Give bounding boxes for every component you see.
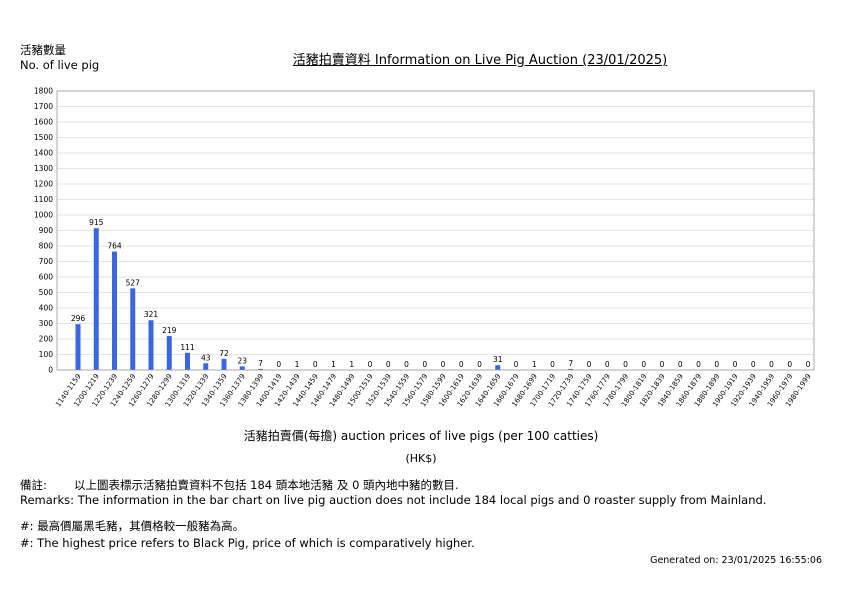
data-label: 0 — [806, 360, 811, 369]
y-tick-label: 800 — [39, 242, 54, 251]
y-tick-label: 1000 — [34, 211, 53, 220]
y-tick-label: 1700 — [34, 102, 53, 111]
chart-title: 活豬拍賣資料 Information on Live Pig Auction (… — [292, 53, 668, 68]
bar — [112, 251, 117, 370]
data-label: 0 — [787, 360, 792, 369]
y-tick-label: 1400 — [34, 149, 53, 158]
data-label: 7 — [258, 359, 263, 368]
bar — [495, 365, 501, 370]
bar — [166, 336, 172, 370]
y-tick-label: 600 — [39, 273, 54, 282]
data-label: 23 — [237, 356, 247, 365]
data-label: 0 — [441, 360, 446, 369]
data-label: 31 — [493, 355, 503, 364]
data-label: 0 — [733, 360, 738, 369]
y-tick-label: 1600 — [34, 118, 53, 127]
y-tick-label: 400 — [39, 304, 54, 313]
y-tick-label: 100 — [39, 350, 54, 359]
data-label: 764 — [107, 242, 122, 251]
plot-frame — [56, 90, 815, 371]
data-label: 0 — [641, 360, 646, 369]
note-english: #: The highest price refers to Black Pig… — [20, 536, 475, 550]
data-label: 1 — [532, 360, 537, 369]
data-label: 0 — [660, 360, 665, 369]
data-label: 0 — [714, 360, 719, 369]
data-label: 0 — [422, 360, 427, 369]
y-tick-label: 200 — [39, 335, 54, 344]
y-tick-label: 1200 — [34, 180, 53, 189]
y-tick-label: 300 — [39, 319, 54, 328]
y-axis-label-english: No. of live pig — [20, 58, 100, 72]
generated-timestamp: Generated on: 23/01/2025 16:55:06 — [650, 555, 822, 566]
note-chinese: #: 最高價屬黑毛豬，其價格較一般豬為高。 — [20, 519, 245, 533]
data-label: 915 — [89, 218, 104, 227]
x-axis-label: 活豬拍賣價(每擔) auction prices of live pigs (p… — [243, 429, 599, 443]
data-label: 0 — [404, 360, 409, 369]
data-label: 0 — [587, 360, 592, 369]
y-tick-label: 500 — [39, 288, 54, 297]
y-axis-ticks: 0 100 200 300 400 500 600 700 800 900 1000 1100 1200… — [34, 87, 53, 375]
data-label: 0 — [459, 360, 464, 369]
data-label: 0 — [514, 360, 519, 369]
bar — [93, 228, 99, 370]
data-label: 0 — [605, 360, 610, 369]
data-label: 43 — [201, 353, 211, 362]
data-label: 0 — [696, 360, 701, 369]
data-label: 527 — [126, 278, 141, 287]
data-label: 0 — [368, 360, 373, 369]
bar — [239, 366, 245, 370]
bar — [221, 358, 227, 370]
data-label: 7 — [568, 359, 573, 368]
y-tick-label: 900 — [39, 226, 54, 235]
bar — [568, 368, 574, 370]
data-label: 1 — [349, 360, 354, 369]
data-label: 0 — [477, 360, 482, 369]
y-tick-label: 1300 — [34, 164, 53, 173]
y-tick-label: 1500 — [34, 133, 53, 142]
y-tick-label: 1800 — [34, 87, 53, 96]
data-label: 1 — [295, 360, 300, 369]
data-label: 0 — [313, 360, 318, 369]
data-label: 1 — [331, 360, 336, 369]
data-label: 0 — [769, 360, 774, 369]
currency-unit: (HK$) — [405, 452, 437, 465]
x-axis-ticks: 1140-11591200-12191220-12391240-12591260… — [54, 373, 812, 409]
data-label: 0 — [550, 360, 555, 369]
data-label: 111 — [180, 343, 195, 352]
data-label: 0 — [623, 360, 628, 369]
data-label: 0 — [751, 360, 756, 369]
bar — [75, 324, 81, 370]
remarks-chinese: 以上圖表標示活豬拍賣資料不包括 184 頭本地活豬 及 0 頭內地中豬的數目. — [74, 478, 459, 492]
y-axis-label-chinese: 活豬數量 — [20, 43, 66, 57]
bar — [130, 288, 136, 370]
data-label: 0 — [678, 360, 683, 369]
bar — [185, 352, 190, 370]
data-label: 219 — [162, 326, 177, 335]
bar-chart: 0100200300400500600700800900100011001200… — [34, 87, 815, 409]
remarks-heading: 備註: — [20, 478, 47, 492]
y-tick-label: 700 — [39, 257, 54, 266]
data-label: 296 — [71, 314, 86, 323]
bar — [203, 363, 209, 370]
bar — [148, 320, 154, 370]
data-label: 0 — [386, 360, 391, 369]
y-tick-label: 0 — [48, 366, 53, 375]
bar — [258, 368, 263, 370]
data-label: 0 — [276, 360, 281, 369]
y-tick-label: 1100 — [34, 195, 53, 204]
data-label: 72 — [219, 349, 229, 358]
remarks-english: Remarks: The information in the bar char… — [20, 493, 767, 507]
bars — [75, 228, 574, 370]
data-label: 321 — [144, 310, 159, 319]
